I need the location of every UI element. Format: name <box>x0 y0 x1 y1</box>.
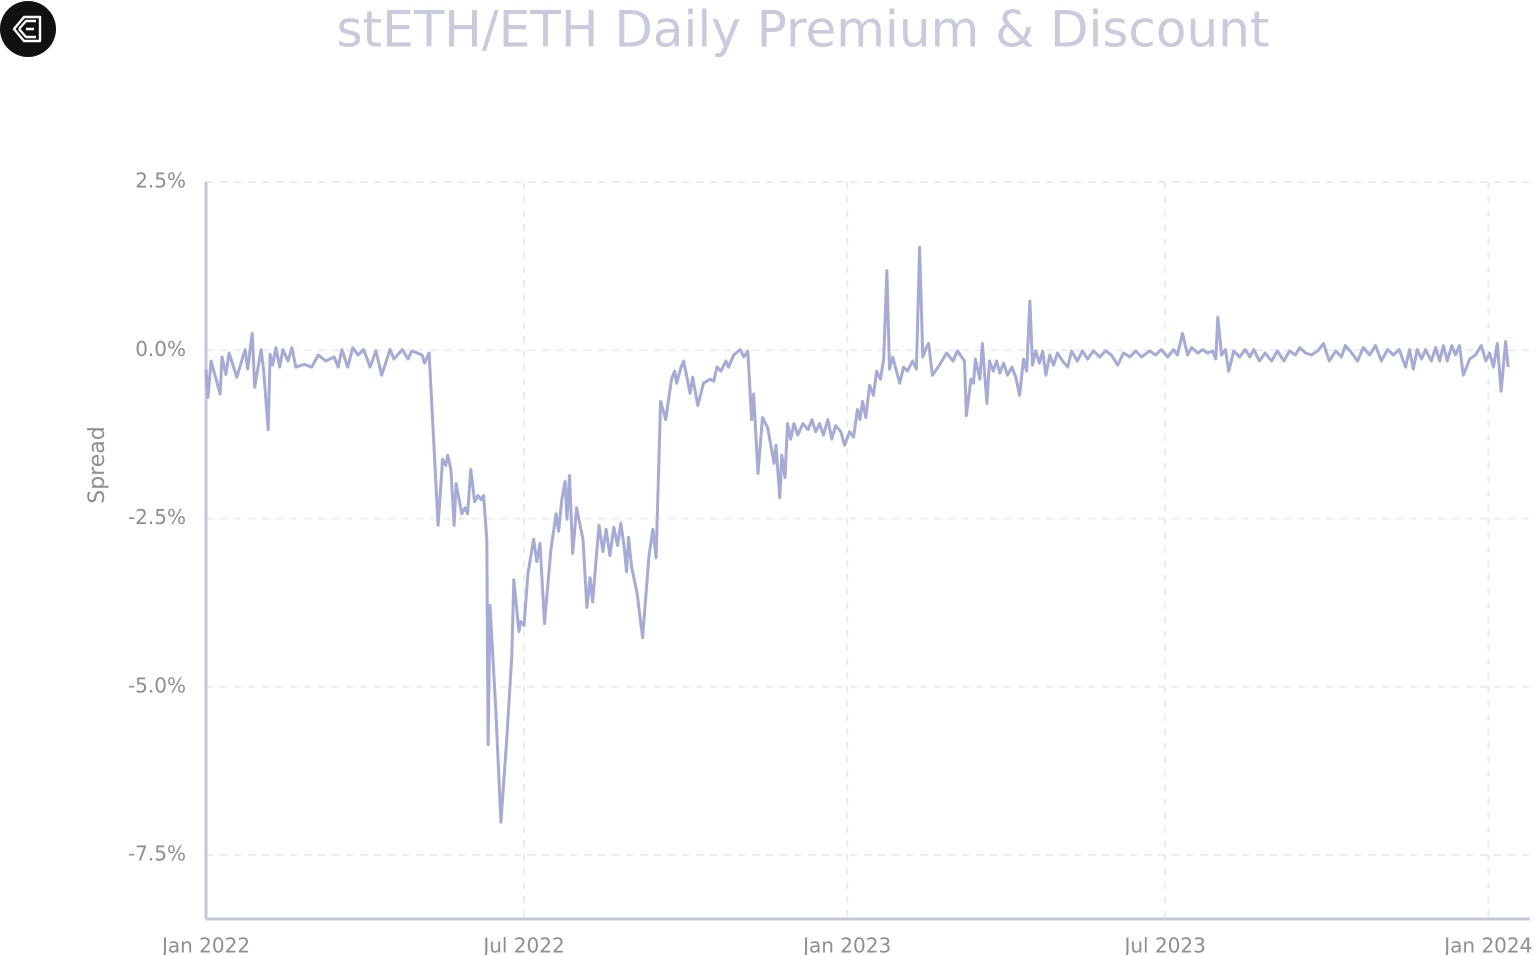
x-tick-label: Jul 2023 <box>1122 934 1205 955</box>
y-tick-label: -5.0% <box>128 673 186 697</box>
y-axis-label: Spread <box>85 426 110 503</box>
x-tick-label: Jan 2023 <box>801 934 891 955</box>
x-tick-label: Jan 2022 <box>160 934 250 955</box>
y-tick-label: 2.5% <box>135 169 186 193</box>
y-tick-label: -7.5% <box>128 842 186 866</box>
logo <box>0 1 56 57</box>
axes: 2.5% 0.0% -2.5% -5.0% -7.5% Jan 2022 Jul 2022 J… <box>128 169 1532 955</box>
y-tick-label: 0.0% <box>135 337 186 361</box>
logo-mark <box>12 15 42 43</box>
chart-title: stETH/ETH Daily Premium & Discount <box>336 1 1269 59</box>
x-tick-label: Jan 2024 <box>1442 934 1532 955</box>
grid <box>205 181 1530 919</box>
marks <box>204 245 1510 824</box>
x-tick-label: Jul 2022 <box>481 934 564 955</box>
y-tick-label: -2.5% <box>128 505 186 529</box>
data-line <box>204 245 1510 824</box>
